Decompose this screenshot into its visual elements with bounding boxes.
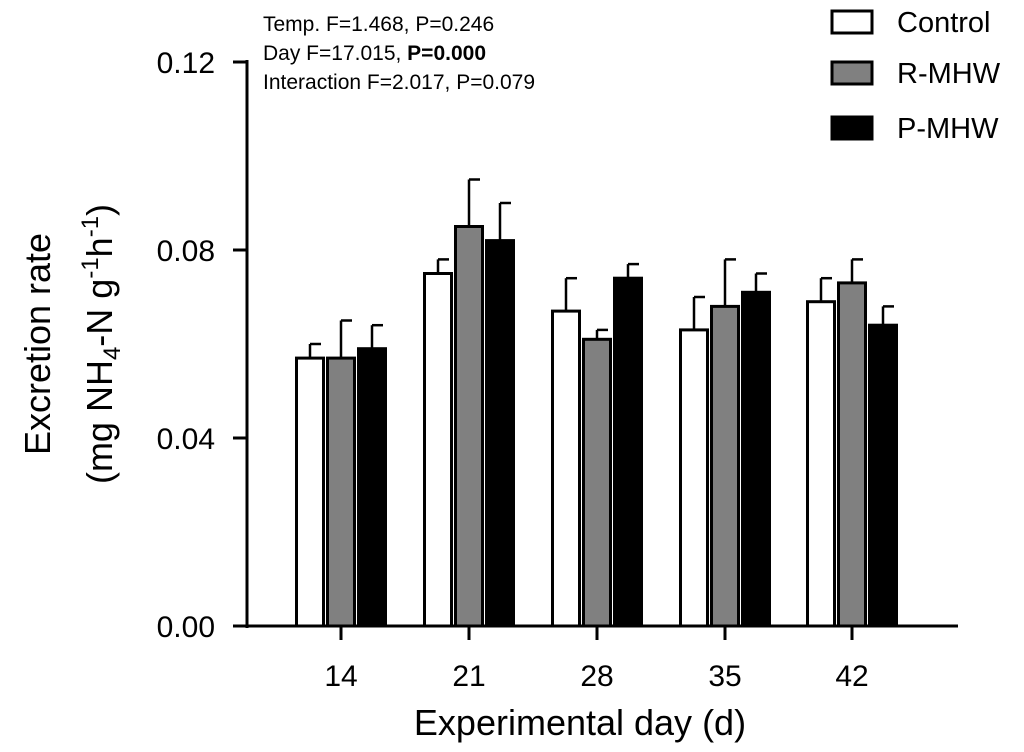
- bar-p-mhw-42: [868, 323, 898, 628]
- y-axis-units-part: 4: [99, 347, 126, 360]
- statistics-annotation: Temp. F=1.468, P=0.246 Day F=17.015, P=0…: [263, 10, 535, 97]
- stat-line-interaction: Interaction F=2.017, P=0.079: [263, 71, 536, 94]
- x-tick-label: 42: [835, 660, 868, 693]
- bar-r-mhw-14: [326, 356, 356, 628]
- bar-r-mhw-28: [582, 337, 612, 628]
- bars-layer: [295, 178, 898, 628]
- y-tick-label: 0.08: [157, 235, 215, 268]
- y-axis-units-part: (mg NH: [79, 360, 120, 484]
- y-axis-units: (mg NH4-N g-1h-1): [77, 204, 126, 484]
- x-axis-title: Experimental day (d): [414, 702, 746, 743]
- legend-swatch-p-mhw: [830, 115, 874, 141]
- legend-swatch-control: [830, 9, 874, 35]
- stat-line-temp: Temp. F=1.468, P=0.246: [263, 13, 495, 36]
- bar-r-mhw-21: [454, 225, 484, 628]
- y-axis-units-part: -1: [77, 216, 104, 237]
- x-tick-label: 14: [324, 660, 357, 693]
- y-axis-units-part: ): [79, 204, 120, 216]
- bar-control-28: [551, 309, 581, 628]
- legend-label-r-mhw: R-MHW: [897, 58, 1001, 90]
- legend-swatch-r-mhw: [830, 60, 874, 86]
- legend-label-control: Control: [897, 7, 991, 39]
- bar-p-mhw-28: [613, 276, 643, 628]
- x-tick-label: 35: [708, 660, 741, 693]
- bar-p-mhw-21: [485, 239, 515, 628]
- axes-layer: 0.00 0.04 0.08 0.12 14 21 28 35 42 Experimental d…: [17, 47, 958, 743]
- y-tick-label: 0.12: [157, 47, 215, 80]
- y-tick-label: 0.04: [157, 423, 215, 456]
- stat-line-day: Day F=17.015, P=0.000: [263, 39, 535, 68]
- y-tick-label: 0.00: [157, 611, 215, 644]
- bar-control-35: [679, 328, 709, 628]
- stat-day-prefix: Day F=17.015,: [263, 42, 408, 65]
- x-tick-label: 28: [580, 660, 613, 693]
- legend-label-p-mhw: P-MHW: [897, 113, 999, 145]
- y-axis-units-part: -N g: [79, 279, 120, 347]
- bar-control-21: [423, 272, 453, 628]
- bar-p-mhw-14: [357, 347, 387, 628]
- y-axis-units-part: h: [79, 237, 120, 257]
- bar-control-42: [806, 300, 836, 628]
- y-axis-title: Excretion rate: [17, 233, 58, 455]
- legend: Control R-MHW P-MHW: [830, 7, 1001, 145]
- x-tick-label: 21: [452, 660, 485, 693]
- bar-r-mhw-42: [837, 281, 867, 628]
- bar-control-14: [295, 356, 325, 628]
- y-axis-units-part: -1: [77, 257, 104, 278]
- bar-p-mhw-35: [741, 290, 771, 628]
- bar-r-mhw-35: [710, 304, 740, 628]
- stat-day-p-value: P=0.000: [407, 42, 486, 65]
